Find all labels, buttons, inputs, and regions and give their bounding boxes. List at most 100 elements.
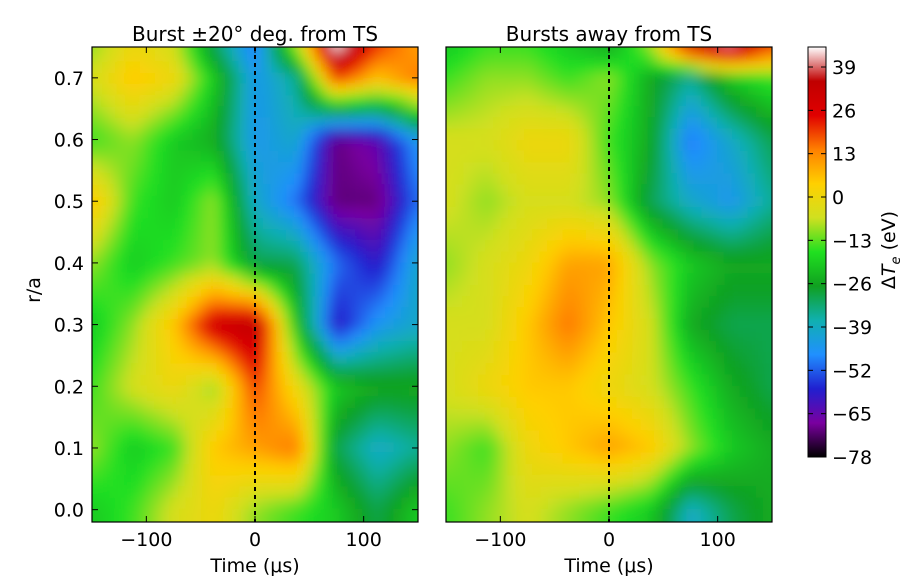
- heatmap-cell: [93, 295, 102, 308]
- heatmap-cell: [516, 161, 525, 174]
- heatmap-cell: [278, 429, 287, 442]
- heatmap-cell: [786, 463, 794, 475]
- heatmap-cell: [478, 16, 486, 28]
- heatmap-cell: [685, 105, 695, 118]
- heatmap-cell: [778, 94, 786, 106]
- heatmap-cell: [301, 485, 310, 498]
- heatmap-cell: [70, 363, 78, 375]
- heatmap-cell: [78, 273, 86, 285]
- heatmap-cell: [139, 441, 148, 453]
- heatmap-cell: [446, 161, 448, 174]
- heatmap-cell: [547, 83, 556, 96]
- heatmap-cell: [493, 318, 502, 330]
- heatmap-cell: [709, 217, 718, 230]
- heatmap-cell: [92, 496, 94, 509]
- heatmap-cell: [478, 485, 487, 498]
- heatmap-cell: [247, 452, 256, 464]
- heatmap-cell: [101, 172, 110, 185]
- heatmap-cell: [339, 396, 348, 409]
- heatmap-cell: [539, 60, 549, 73]
- heatmap-cell: [147, 72, 156, 84]
- heatmap-cell: [685, 429, 695, 442]
- heatmap-cell: [424, 240, 432, 252]
- heatmap-cell: [455, 72, 464, 84]
- heatmap-cell: [555, 161, 564, 174]
- heatmap-cell: [255, 429, 264, 442]
- heatmap-cell: [570, 362, 579, 375]
- heatmap-cell: [501, 519, 510, 522]
- heatmap-cell: [670, 463, 679, 476]
- heatmap-cell: [685, 150, 695, 163]
- heatmap-cell: [308, 463, 318, 476]
- heatmap-cell: [532, 284, 541, 297]
- heatmap-cell: [255, 116, 264, 129]
- heatmap-cell: [231, 295, 241, 308]
- heatmap-cell: [455, 49, 464, 62]
- heatmap-cell: [647, 83, 656, 96]
- heatmap-cell: [493, 351, 502, 364]
- heatmap-cell: [762, 239, 772, 252]
- heatmap-cell: [432, 452, 440, 464]
- heatmap-cell: [455, 418, 464, 431]
- heatmap-cell: [493, 127, 502, 140]
- heatmap-cell: [616, 239, 625, 252]
- heatmap-cell: [432, 61, 440, 73]
- heatmap-cell: [455, 273, 464, 286]
- heatmap-cell: [116, 474, 125, 487]
- heatmap-cell: [239, 418, 248, 431]
- heatmap-cell: [231, 94, 241, 107]
- heatmap-cell: [70, 273, 78, 285]
- heatmap-cell: [732, 47, 741, 51]
- heatmap-cell: [147, 49, 156, 62]
- heatmap-cell: [316, 385, 325, 397]
- heatmap-cell: [693, 362, 702, 375]
- heatmap-cell: [447, 161, 456, 174]
- heatmap-cell: [716, 441, 726, 453]
- heatmap-cell: [278, 329, 287, 341]
- heatmap-cell: [355, 72, 364, 84]
- heatmap-cell: [762, 183, 772, 196]
- heatmap-cell: [393, 340, 402, 353]
- heatmap-cell: [709, 329, 718, 341]
- heatmap-cell: [208, 250, 218, 263]
- heatmap-cell: [593, 72, 602, 84]
- heatmap-cell: [378, 116, 387, 129]
- heatmap-cell: [331, 429, 341, 442]
- heatmap-cell: [324, 250, 333, 263]
- heatmap-cell: [555, 49, 564, 62]
- heatmap-cell: [701, 340, 710, 353]
- heatmap-cell: [355, 60, 364, 73]
- heatmap-cell: [101, 418, 110, 431]
- heatmap-cell: [770, 340, 772, 353]
- heatmap-cell: [270, 72, 279, 84]
- heatmap-cell: [108, 83, 118, 96]
- heatmap-cell: [278, 351, 287, 364]
- heatmap-cell: [539, 463, 549, 476]
- heatmap-cell: [285, 217, 295, 230]
- heatmap-cell: [693, 94, 702, 107]
- heatmap-cell: [655, 105, 664, 118]
- heatmap-cell: [216, 217, 225, 230]
- heatmap-cell: [616, 83, 625, 96]
- heatmap-cell: [424, 217, 432, 229]
- heatmap-cell: [178, 47, 187, 51]
- heatmap-cell: [601, 217, 610, 230]
- heatmap-cell: [639, 206, 649, 219]
- heatmap-cell: [670, 362, 679, 375]
- colorbar-tick-label: 39: [832, 57, 856, 79]
- heatmap-cell: [624, 172, 633, 185]
- heatmap-cell: [493, 139, 502, 151]
- heatmap-cell: [239, 262, 248, 274]
- heatmap-cell: [193, 373, 202, 386]
- heatmap-cell: [124, 284, 133, 297]
- heatmap-cell: [170, 474, 179, 487]
- heatmap-cell: [231, 161, 241, 174]
- heatmap-cell: [678, 463, 687, 476]
- heatmap-cell: [424, 16, 432, 28]
- heatmap-cell: [701, 72, 710, 84]
- heatmap-cell: [170, 295, 179, 308]
- heatmap-cell: [732, 127, 741, 140]
- heatmap-cell: [570, 116, 579, 129]
- heatmap-cell: [555, 105, 564, 118]
- heatmap-cell: [208, 239, 218, 252]
